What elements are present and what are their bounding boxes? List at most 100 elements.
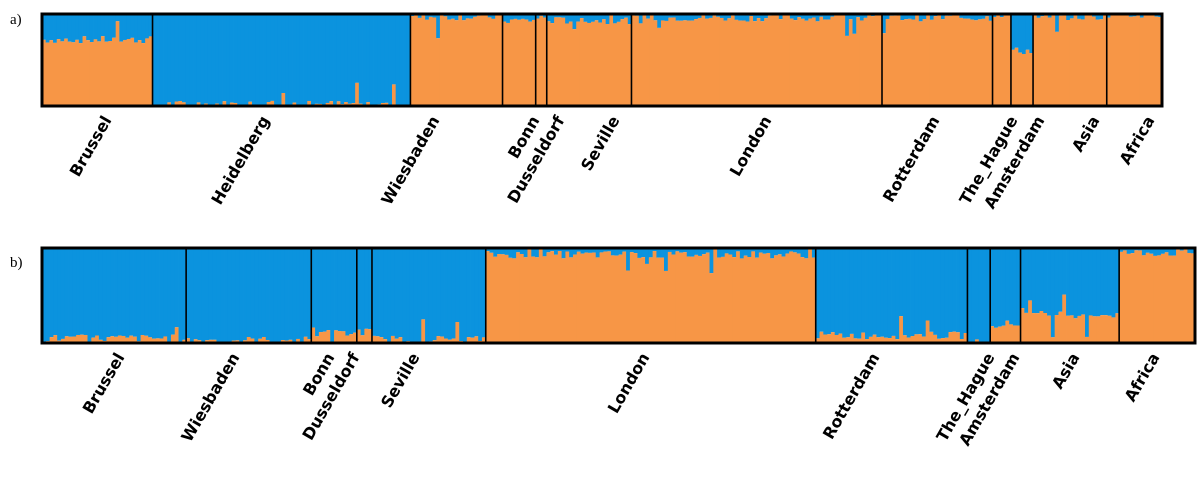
bar-blue [489, 248, 494, 253]
bar-blue [347, 14, 352, 104]
bar-orange [60, 41, 65, 106]
bar-orange [781, 256, 786, 343]
bar-orange [565, 251, 570, 343]
bar-orange [717, 257, 722, 343]
bar-orange [561, 17, 566, 106]
bar-blue [937, 248, 942, 339]
bar-orange [1069, 315, 1075, 343]
bar-blue [500, 248, 506, 255]
bar-blue [719, 14, 724, 18]
bar-orange [826, 19, 831, 107]
bar-blue [178, 14, 183, 102]
bar-orange [956, 332, 961, 343]
bar-orange [974, 20, 979, 106]
bar-blue [921, 248, 927, 337]
bar-orange [524, 19, 529, 106]
bar-orange [212, 339, 217, 343]
bar-orange [764, 18, 769, 107]
bar-orange [182, 102, 187, 106]
bar-blue [189, 14, 194, 106]
bar-orange [745, 21, 750, 106]
bar-orange [797, 17, 802, 106]
bar-orange [1033, 15, 1038, 106]
bar-orange [337, 331, 343, 343]
bar-orange [462, 20, 467, 107]
bar-orange [356, 329, 361, 343]
bar-orange [856, 17, 861, 107]
bar-blue [390, 248, 396, 336]
bar-blue [587, 14, 592, 23]
bar-orange [992, 16, 997, 107]
bar-orange [498, 14, 503, 106]
bar-blue [371, 248, 377, 336]
bar-orange [762, 253, 767, 343]
bar-blue [1009, 248, 1014, 325]
bar-blue [580, 248, 585, 254]
bar-blue [227, 248, 233, 342]
bar-orange [690, 256, 695, 343]
bar-blue [532, 14, 537, 20]
bar-orange [675, 251, 680, 343]
bar-orange [668, 17, 673, 107]
bar-blue [239, 248, 244, 342]
bar-orange [576, 21, 581, 106]
bar-orange [1103, 14, 1108, 106]
bar-blue [362, 14, 367, 105]
bar-blue [512, 248, 517, 259]
bar-blue [535, 248, 540, 258]
bar-blue [375, 248, 380, 337]
bar-orange [751, 251, 756, 343]
bar-orange [1050, 337, 1056, 343]
bar-blue [576, 14, 581, 22]
bar-blue [1081, 248, 1086, 315]
bar-blue [823, 14, 828, 20]
bar-orange [834, 334, 839, 343]
bar-blue [1024, 248, 1029, 313]
bar-blue [159, 248, 164, 339]
bar-blue [660, 14, 666, 21]
bar-blue [734, 14, 739, 20]
bar-blue [792, 248, 798, 253]
population-label: Wiesbaden [377, 113, 443, 209]
bar-orange [701, 254, 707, 343]
bar-blue [292, 14, 297, 103]
bar-blue [576, 248, 581, 252]
bar-blue [880, 248, 885, 337]
bar-orange [502, 21, 507, 106]
bar-blue [155, 248, 160, 339]
bar-blue [723, 14, 728, 21]
bar-blue [975, 248, 980, 340]
bar-blue [922, 14, 927, 20]
bar-orange [281, 93, 286, 106]
bar-blue [167, 14, 172, 103]
bar-orange [233, 102, 238, 106]
bar-blue [246, 248, 251, 337]
population-label: Rotterdam [819, 350, 884, 443]
bar-orange [487, 17, 492, 106]
bar-blue [629, 248, 635, 253]
bar-orange [823, 19, 828, 107]
bar-blue [274, 14, 279, 106]
bar-orange [766, 252, 771, 343]
bar-orange [1164, 252, 1169, 343]
bar-orange [675, 20, 680, 107]
bar-blue [1018, 14, 1023, 53]
bar-orange [977, 19, 982, 106]
plot-frame [40, 12, 1164, 108]
bar-blue [819, 248, 824, 332]
bar-blue [215, 14, 220, 104]
bar-orange [734, 19, 739, 107]
bar-orange [747, 257, 752, 343]
bar-blue [98, 248, 104, 340]
bar-orange [641, 257, 646, 343]
bar-orange [535, 18, 540, 107]
bar-blue [986, 248, 991, 343]
bar-blue [112, 14, 117, 38]
bar-blue [263, 14, 268, 106]
bar-blue [318, 248, 324, 333]
bar-orange [800, 18, 806, 106]
bar-blue [906, 248, 911, 338]
bar-blue [134, 14, 139, 43]
bar-blue [535, 14, 540, 19]
bar-orange [918, 334, 923, 343]
